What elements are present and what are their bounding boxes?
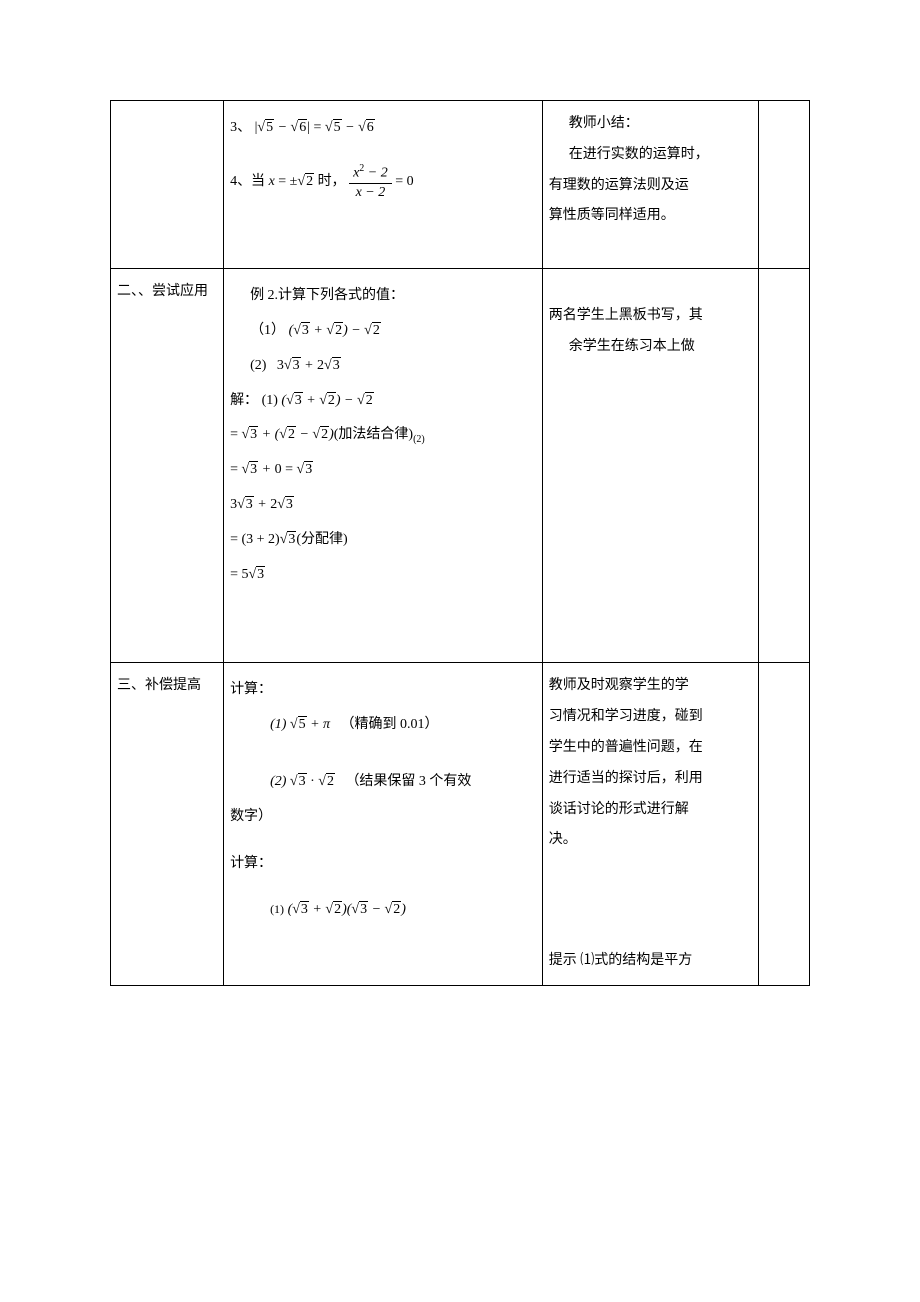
table-row: 3、 |5 − 6| = 5 − 6 4、当 x = ±2 时， x2 − 2x… xyxy=(111,101,810,269)
solution-line: = 3 + (2 − 2)(加法结合律)(2) xyxy=(230,420,536,451)
math-expr: = 3 + 0 = 3 xyxy=(230,462,313,477)
spacer xyxy=(230,930,536,950)
cell-section xyxy=(111,101,224,269)
note: （结果保留 3 个有效 xyxy=(345,774,471,789)
note-line: 两名学生上黑板书写，其 xyxy=(549,301,752,332)
cell-content: 计算： (1) 5 + π （精确到 0.01） (2) 3 · 2 （结果保留… xyxy=(224,663,543,986)
spacer xyxy=(230,594,536,654)
table-row: 二、、尝试应用 例 2.计算下列各式的值： （1） (3 + 2) − 2 (2… xyxy=(111,269,810,663)
note: (分配律) xyxy=(296,532,347,547)
note-line: 教师及时观察学生的学 xyxy=(549,671,752,702)
spacer xyxy=(230,837,536,845)
note-cont: 数字） xyxy=(230,802,536,833)
label: (1) xyxy=(270,902,284,916)
table-row: 三、补偿提高 计算： (1) 5 + π （精确到 0.01） (2) 3 · … xyxy=(111,663,810,986)
label: (2) xyxy=(250,358,266,373)
math-expr: = 53 xyxy=(230,567,265,582)
math-expr: |5 − 6| = 5 − 6 xyxy=(255,120,375,135)
math-expr: (3 + 2)(3 − 2) xyxy=(288,902,406,917)
note-line: 有理数的运算法则及运 xyxy=(549,171,752,202)
note-line: 余学生在练习本上做 xyxy=(549,332,752,363)
solution-line: = (3 + 2)3(分配律) xyxy=(230,525,536,556)
note-line: 习情况和学习进度，碰到 xyxy=(549,702,752,733)
problem: (1) 5 + π （精确到 0.01） xyxy=(230,710,536,741)
math-expr: = (3 + 2)3 xyxy=(230,532,296,547)
math-expr: x2 − 2x − 2 = 0 xyxy=(349,174,414,189)
sub-label: (2) xyxy=(413,434,425,445)
heading: 计算： xyxy=(230,675,536,706)
math-expr: 33 + 23 xyxy=(230,497,294,512)
spacer xyxy=(230,745,536,763)
note-line: 进行适当的探讨后，利用 xyxy=(549,764,752,795)
note-line: 提示 ⑴式的结构是平方 xyxy=(549,946,752,977)
note-line: 谈话讨论的形式进行解 xyxy=(549,795,752,826)
spacer xyxy=(230,883,536,891)
math-expr: = 3 + (2 − 2) xyxy=(230,427,334,442)
cell-empty xyxy=(758,101,809,269)
math-expr: x = ±2 xyxy=(265,174,318,189)
cell-empty xyxy=(758,269,809,663)
label: (1) xyxy=(262,393,278,408)
problem: (2) 3 · 2 （结果保留 3 个有效 xyxy=(230,767,536,798)
solution-line: 33 + 23 xyxy=(230,490,536,521)
problem-2: (2) 33 + 23 xyxy=(230,351,536,382)
cell-empty xyxy=(758,663,809,986)
item-3: 3、 |5 − 6| = 5 − 6 xyxy=(230,113,536,144)
note: （精确到 0.01） xyxy=(341,717,439,732)
example-title: 例 2.计算下列各式的值： xyxy=(230,281,536,312)
solution-line: = 3 + 0 = 3 xyxy=(230,455,536,486)
cell-section: 二、、尝试应用 xyxy=(111,269,224,663)
note-line: 教师小结： xyxy=(549,109,752,140)
lesson-table: 3、 |5 − 6| = 5 − 6 4、当 x = ±2 时， x2 − 2x… xyxy=(110,100,810,986)
note-line: 学生中的普遍性问题，在 xyxy=(549,733,752,764)
label: (2) xyxy=(270,774,286,789)
problem: (1) (3 + 2)(3 − 2) xyxy=(230,895,536,926)
item-label: 3、 xyxy=(230,120,251,135)
note-line: 算性质等同样适用。 xyxy=(549,201,752,232)
page: 3、 |5 − 6| = 5 − 6 4、当 x = ±2 时， x2 − 2x… xyxy=(0,0,920,1086)
item-label: 4、当 xyxy=(230,174,265,189)
cell-content: 例 2.计算下列各式的值： （1） (3 + 2) − 2 (2) 33 + 2… xyxy=(224,269,543,663)
item-4: 4、当 x = ±2 时， x2 − 2x − 2 = 0 xyxy=(230,162,536,202)
math-expr: 3 · 2 xyxy=(290,774,335,789)
label: (1) xyxy=(270,717,286,732)
spacer xyxy=(549,232,752,260)
cell-notes: 教师及时观察学生的学 习情况和学习进度，碰到 学生中的普遍性问题，在 进行适当的… xyxy=(542,663,758,986)
cell-notes: 教师小结： 在进行实数的运算时， 有理数的运算法则及运 算性质等同样适用。 xyxy=(542,101,758,269)
solution-start: 解： (1) (3 + 2) − 2 xyxy=(230,386,536,417)
math-expr: 33 + 23 xyxy=(277,358,341,373)
note-line: 决。 xyxy=(549,825,752,856)
cell-section: 三、补偿提高 xyxy=(111,663,224,986)
cell-notes: 两名学生上黑板书写，其 余学生在练习本上做 xyxy=(542,269,758,663)
note: (加法结合律) xyxy=(334,427,413,442)
label: 解： xyxy=(230,393,258,408)
spacer xyxy=(549,856,752,946)
cell-content: 3、 |5 − 6| = 5 − 6 4、当 x = ±2 时， x2 − 2x… xyxy=(224,101,543,269)
note-line: 在进行实数的运算时， xyxy=(549,140,752,171)
math-expr: 5 + π xyxy=(290,717,330,732)
solution-line: = 53 xyxy=(230,560,536,591)
label: （1） xyxy=(250,323,285,338)
math-expr: (3 + 2) − 2 xyxy=(281,393,373,408)
section-title: 二、、尝试应用 xyxy=(117,284,208,299)
heading: 计算： xyxy=(230,849,536,880)
spacer xyxy=(549,277,752,301)
problem-1: （1） (3 + 2) − 2 xyxy=(230,316,536,347)
math-expr: (3 + 2) − 2 xyxy=(289,323,381,338)
text: 时， xyxy=(318,174,346,189)
section-title: 三、补偿提高 xyxy=(117,678,201,693)
